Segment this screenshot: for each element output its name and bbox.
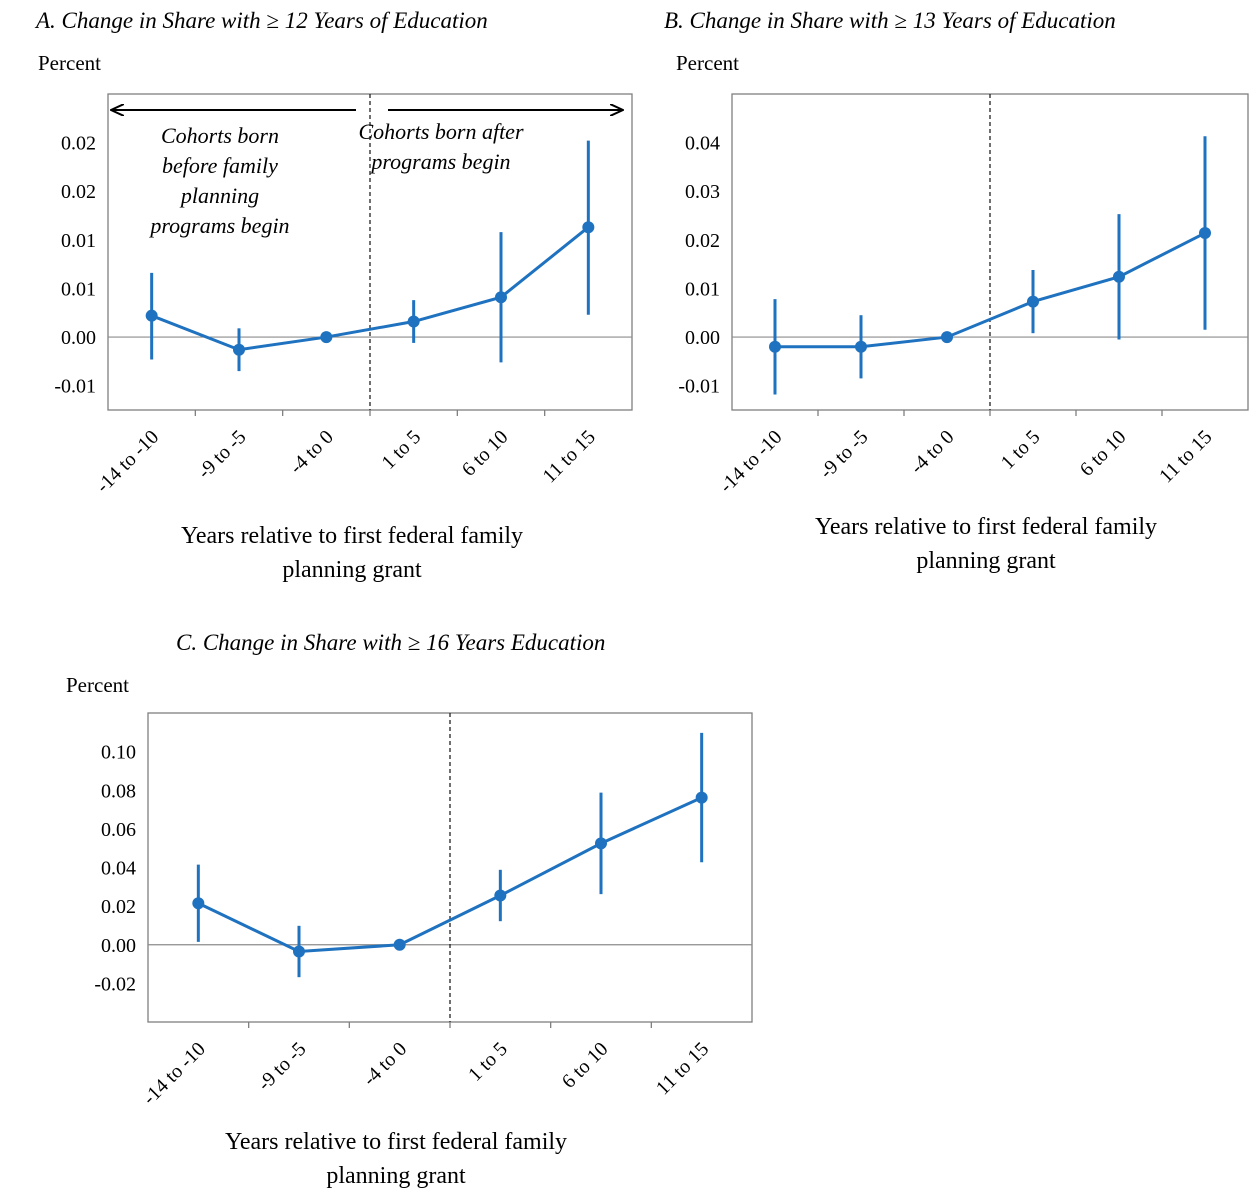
- x-axis-label: Years relative to first federal family: [181, 523, 523, 549]
- y-tick-label: 0.00: [101, 935, 136, 957]
- data-point: [233, 343, 245, 356]
- x-tick-label: -4 to 0: [285, 426, 337, 478]
- x-tick-label: 11 to 15: [652, 1038, 713, 1099]
- y-axis-label: Percent: [38, 51, 101, 75]
- y-tick-label: 0.02: [101, 896, 136, 918]
- data-point: [393, 938, 406, 951]
- x-tick-label: 6 to 10: [1076, 426, 1131, 481]
- y-tick-label: 0.02: [61, 133, 96, 155]
- y-tick-label: 0.10: [101, 742, 136, 764]
- y-tick-label: 0.00: [61, 327, 96, 349]
- x-tick-label: 6 to 10: [458, 426, 513, 481]
- panel-title: C. Change in Share with ≥ 16 Years Educa…: [176, 630, 605, 655]
- data-point: [320, 331, 333, 344]
- data-point: [494, 889, 507, 902]
- series-line: [775, 231, 1206, 349]
- series-line: [197, 796, 703, 954]
- x-tick-label: 1 to 5: [464, 1038, 512, 1086]
- y-axis-label: Percent: [66, 673, 129, 697]
- x-axis-label: Years relative to first federal family: [225, 1129, 567, 1155]
- y-tick-label: -0.01: [678, 376, 720, 398]
- y-tick-label: 0.01: [685, 278, 720, 300]
- y-tick-label: 0.01: [61, 230, 96, 252]
- x-tick-label: -14 to -10: [139, 1038, 210, 1109]
- panel-title: B. Change in Share with ≥ 13 Years of Ed…: [664, 8, 1116, 33]
- y-tick-label: 0.01: [61, 278, 96, 300]
- data-point: [293, 945, 305, 958]
- data-point: [495, 291, 507, 304]
- x-axis-label-line2: planning grant: [326, 1163, 466, 1189]
- data-point: [1199, 227, 1211, 240]
- y-tick-label: 0.02: [685, 230, 720, 252]
- data-point: [1027, 295, 1039, 308]
- x-tick-label: -4 to 0: [906, 426, 958, 478]
- data-point: [1113, 270, 1125, 283]
- x-axis-label-line2: planning grant: [916, 548, 1056, 574]
- x-tick-label: -9 to -5: [253, 1038, 310, 1095]
- x-tick-label: -9 to -5: [815, 426, 872, 483]
- annotation-before: planning: [179, 183, 259, 208]
- x-tick-label: -14 to -10: [715, 426, 786, 497]
- x-tick-label: 11 to 15: [1155, 426, 1216, 487]
- panel-title: A. Change in Share with ≥ 12 Years of Ed…: [34, 8, 488, 33]
- y-tick-label: -0.02: [94, 973, 136, 995]
- panel-c: C. Change in Share with ≥ 16 Years Educa…: [66, 630, 753, 1189]
- y-tick-label: -0.01: [54, 376, 96, 398]
- annotation-after: Cohorts born after: [358, 119, 523, 144]
- panel-b: B. Change in Share with ≥ 13 Years of Ed…: [664, 8, 1249, 574]
- y-tick-label: 0.04: [101, 858, 136, 880]
- x-tick-label: -14 to -10: [92, 426, 163, 497]
- y-tick-label: 0.08: [101, 780, 136, 802]
- x-tick-label: -9 to -5: [193, 426, 250, 483]
- y-axis-label: Percent: [676, 51, 739, 75]
- data-point: [145, 309, 158, 322]
- x-tick-label: 1 to 5: [377, 426, 425, 474]
- data-point: [941, 331, 953, 344]
- annotation-before: programs begin: [148, 213, 289, 238]
- y-tick-label: 0.03: [685, 181, 720, 203]
- y-tick-label: 0.06: [101, 819, 136, 841]
- x-axis-label: Years relative to first federal family: [815, 514, 1157, 540]
- data-point: [595, 837, 607, 850]
- x-tick-label: 11 to 15: [538, 426, 599, 487]
- annotation-before: Cohorts born: [161, 123, 279, 148]
- x-tick-label: 6 to 10: [558, 1038, 613, 1093]
- x-tick-label: -4 to 0: [359, 1038, 411, 1090]
- y-tick-label: 0.00: [685, 327, 720, 349]
- series-line: [151, 226, 590, 352]
- annotation-after: programs begin: [369, 149, 510, 174]
- data-point: [407, 315, 420, 328]
- data-point: [192, 897, 205, 910]
- panel-a: A. Change in Share with ≥ 12 Years of Ed…: [34, 8, 633, 583]
- annotation-before: before family: [162, 153, 278, 178]
- data-point: [695, 791, 708, 804]
- data-point: [855, 340, 867, 353]
- data-point: [582, 221, 595, 234]
- x-tick-label: 1 to 5: [997, 426, 1045, 474]
- y-tick-label: 0.02: [61, 181, 96, 203]
- x-axis-label-line2: planning grant: [282, 557, 422, 583]
- data-point: [769, 340, 781, 353]
- y-tick-label: 0.04: [685, 133, 720, 155]
